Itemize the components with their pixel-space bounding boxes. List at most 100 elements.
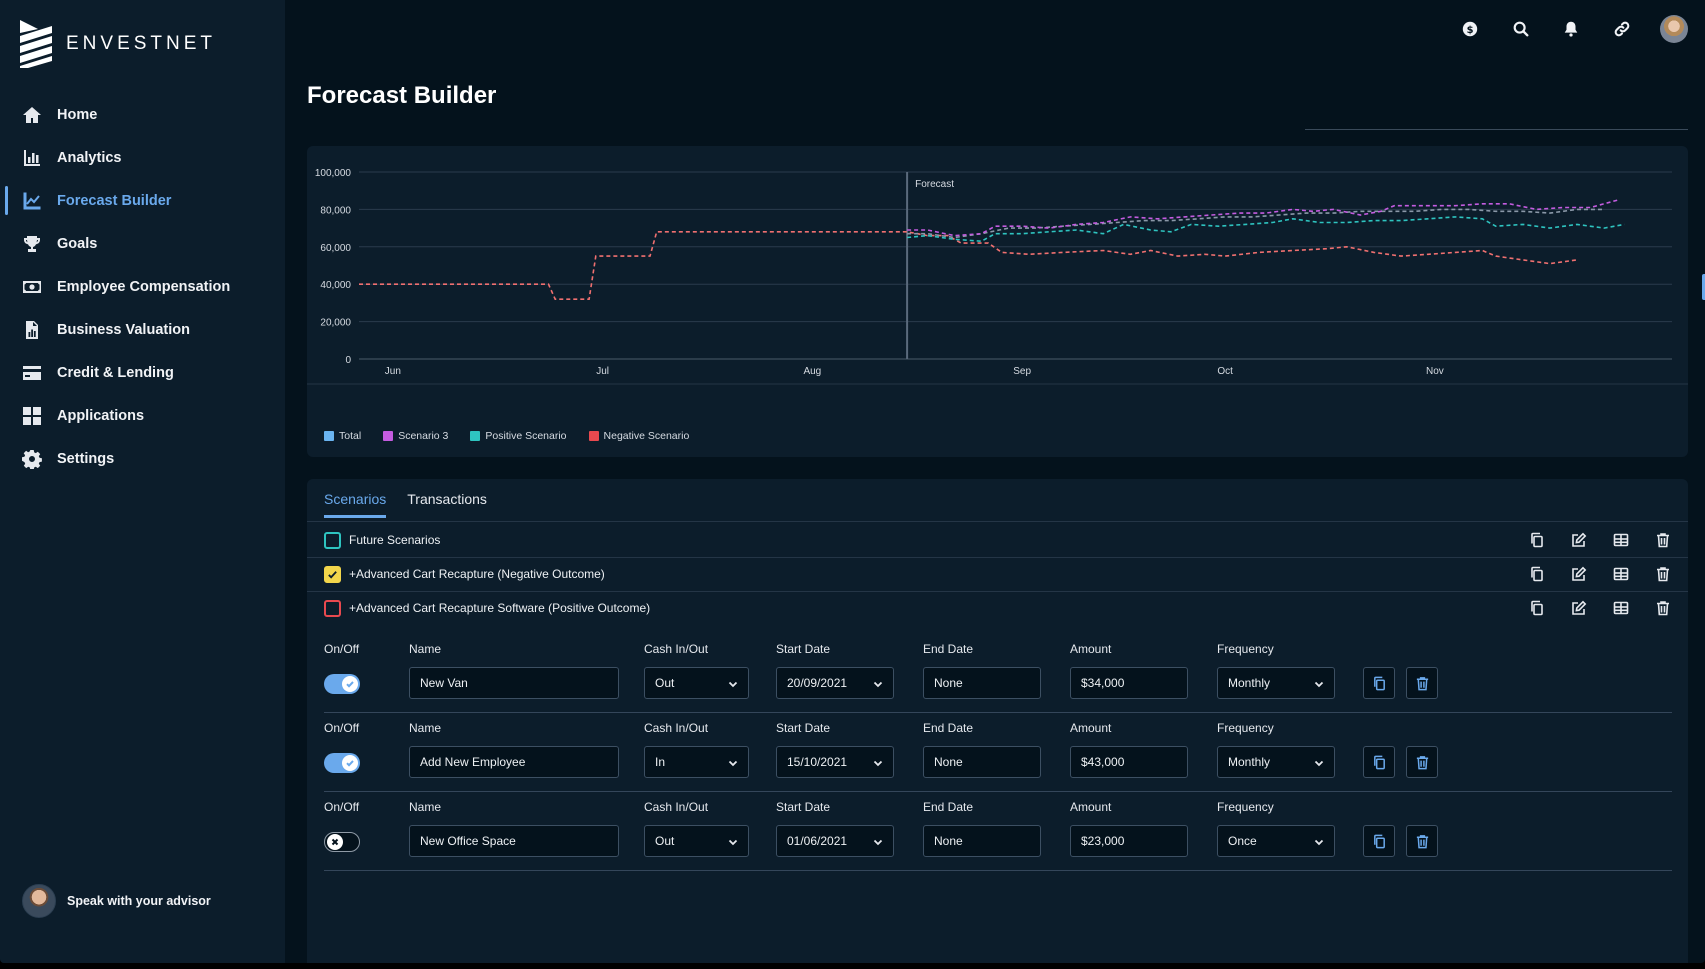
end-date-input[interactable]: None: [923, 746, 1041, 778]
copy-icon: [1529, 532, 1545, 548]
delete-scenario-button[interactable]: [1654, 599, 1672, 617]
name-label: Name: [409, 721, 442, 735]
frequency-select[interactable]: Monthly: [1217, 667, 1335, 699]
transaction-name-value: New Van: [420, 676, 468, 690]
amount-value: $34,000: [1081, 676, 1125, 690]
sidebar-item-business-valuation[interactable]: Business Valuation: [0, 308, 285, 351]
legend-item-positive-scenario[interactable]: Positive Scenario: [470, 430, 567, 442]
link-icon[interactable]: [1607, 14, 1637, 44]
copy-scenario-button[interactable]: [1528, 565, 1546, 583]
cash-in-out-select[interactable]: In: [644, 746, 749, 778]
legend-item-scenario-3[interactable]: Scenario 3: [383, 430, 448, 442]
x-tick-label: Oct: [1217, 366, 1233, 377]
tab-transactions[interactable]: Transactions: [407, 491, 487, 507]
delete-transaction-button[interactable]: [1406, 667, 1438, 699]
scenario-checkbox[interactable]: [324, 531, 341, 549]
table-view-button[interactable]: [1612, 531, 1630, 549]
start-date-value: 15/10/2021: [787, 755, 848, 769]
start-date-picker[interactable]: 01/06/2021: [776, 825, 894, 857]
start-date-picker[interactable]: 20/09/2021: [776, 667, 894, 699]
onoff-label: On/Off: [324, 642, 360, 656]
sidebar-item-forecast-builder[interactable]: Forecast Builder: [0, 179, 285, 222]
chevron-down-icon: [873, 757, 883, 767]
delete-transaction-button[interactable]: [1406, 825, 1438, 857]
transaction-toggle[interactable]: [324, 832, 360, 852]
transaction-name-input[interactable]: New Office Space: [409, 825, 619, 857]
copy-scenario-button[interactable]: [1528, 531, 1546, 549]
scenario-name: +Advanced Cart Recapture (Negative Outco…: [349, 567, 605, 581]
copy-transaction-button[interactable]: [1363, 667, 1395, 699]
transaction-toggle[interactable]: [324, 674, 360, 694]
chevron-down-icon: [873, 678, 883, 688]
forecast-chart-card: 100,000 80,000 60,000 40,000 20,000 0 Jun Jul Au…: [307, 146, 1688, 457]
amount-input[interactable]: $43,000: [1070, 746, 1188, 778]
legend-label: Scenario 3: [398, 430, 449, 442]
cash-in-out-select[interactable]: Out: [644, 825, 749, 857]
edit-scenario-button[interactable]: [1570, 599, 1588, 617]
sidebar-item-home[interactable]: Home: [0, 93, 285, 136]
frequency-select[interactable]: Once: [1217, 825, 1335, 857]
series-line-total: [907, 208, 1605, 239]
frequency-value: Once: [1228, 834, 1257, 848]
copy-scenario-button[interactable]: [1528, 599, 1546, 617]
edit-icon: [1571, 566, 1587, 582]
legend-swatch: [588, 431, 599, 441]
x-tick-label: Nov: [1426, 366, 1444, 377]
table-view-button[interactable]: [1612, 565, 1630, 583]
copy-transaction-button[interactable]: [1363, 825, 1395, 857]
sidebar-item-applications[interactable]: Applications: [0, 394, 285, 437]
cash-label: Cash In/Out: [644, 721, 709, 735]
transaction-name-input[interactable]: Add New Employee: [409, 746, 619, 778]
sidebar-item-credit-and-lending[interactable]: Credit & Lending: [0, 351, 285, 394]
transaction-toggle[interactable]: [324, 753, 360, 773]
scenario-checkbox[interactable]: [324, 599, 341, 617]
scenario-checkbox[interactable]: [324, 565, 341, 583]
transaction-name-input[interactable]: New Van: [409, 667, 619, 699]
tab-bar: Scenarios Transactions: [324, 491, 487, 518]
end-date-label: End Date: [923, 800, 974, 814]
search-icon[interactable]: [1506, 14, 1536, 44]
table-view-button[interactable]: [1612, 599, 1630, 617]
edit-scenario-button[interactable]: [1570, 565, 1588, 583]
sidebar-item-employee-compensation[interactable]: Employee Compensation: [0, 265, 285, 308]
end-date-value: None: [934, 834, 963, 848]
edit-scenario-button[interactable]: [1570, 531, 1588, 549]
legend-item-negative-scenario[interactable]: Negative Scenario: [588, 430, 689, 442]
bar-chart-icon: [22, 148, 42, 168]
end-date-label: End Date: [923, 642, 974, 656]
trash-icon: [1415, 834, 1430, 849]
forecast-chart: 100,000 80,000 60,000 40,000 20,000 0 Jun Jul Au…: [307, 168, 1688, 385]
tabs-divider: [307, 521, 1688, 522]
speak-with-advisor-button[interactable]: Speak with your advisor: [22, 884, 211, 918]
chevron-down-icon: [728, 678, 738, 688]
sidebar-item-analytics[interactable]: Analytics: [0, 136, 285, 179]
start-date-picker[interactable]: 15/10/2021: [776, 746, 894, 778]
bell-icon[interactable]: [1556, 14, 1586, 44]
copy-transaction-button[interactable]: [1363, 746, 1395, 778]
brand-logo[interactable]: ENVESTNET: [20, 20, 216, 68]
legend-item-total[interactable]: Total: [324, 430, 361, 442]
end-date-input[interactable]: None: [923, 667, 1041, 699]
delete-scenario-button[interactable]: [1654, 531, 1672, 549]
edit-icon: [1571, 532, 1587, 548]
delete-scenario-button[interactable]: [1654, 565, 1672, 583]
sidebar-item-settings[interactable]: Settings: [0, 437, 285, 480]
edge-handle[interactable]: [1702, 274, 1705, 300]
delete-transaction-button[interactable]: [1406, 746, 1438, 778]
frequency-select[interactable]: Monthly: [1217, 746, 1335, 778]
tab-scenarios[interactable]: Scenarios: [324, 491, 387, 518]
sidebar-item-goals[interactable]: Goals: [0, 222, 285, 265]
profile-avatar[interactable]: [1660, 15, 1688, 43]
amount-input[interactable]: $34,000: [1070, 667, 1188, 699]
title-divider: [1305, 129, 1688, 130]
chevron-down-icon: [873, 836, 883, 846]
amount-input[interactable]: $23,000: [1070, 825, 1188, 857]
credit-card-icon: [22, 363, 42, 383]
sidebar-item-label: Applications: [57, 407, 145, 424]
cash-in-out-select[interactable]: Out: [644, 667, 749, 699]
end-date-input[interactable]: None: [923, 825, 1041, 857]
name-label: Name: [409, 642, 442, 656]
dollar-icon[interactable]: $: [1455, 14, 1485, 44]
report-icon: [22, 320, 42, 340]
home-icon: [22, 105, 42, 125]
